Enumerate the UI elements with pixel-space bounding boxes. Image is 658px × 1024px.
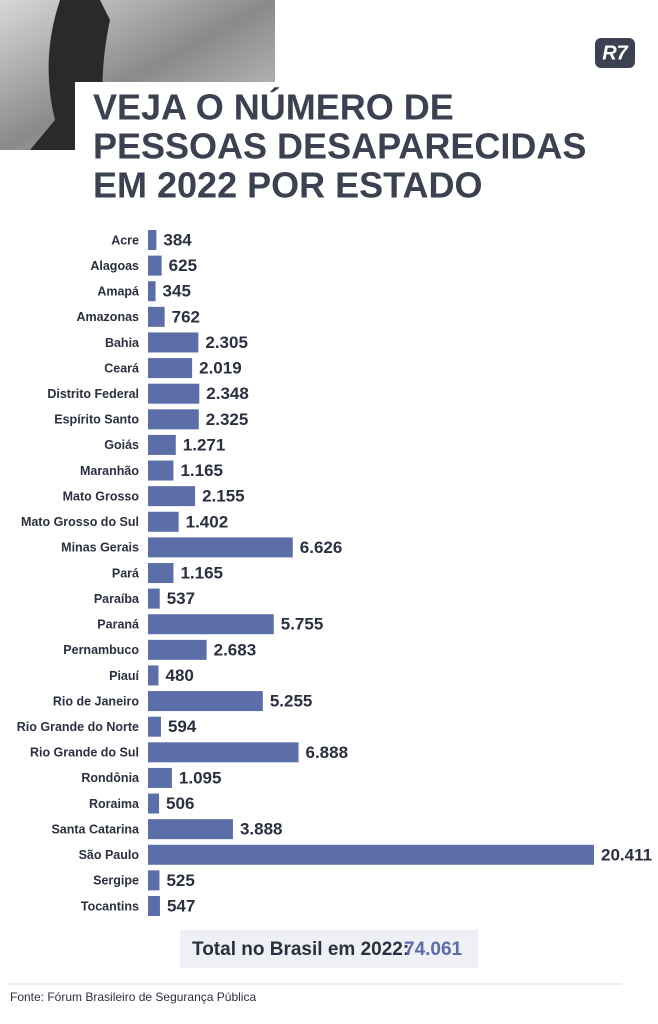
- value-label: 625: [169, 256, 197, 275]
- logo: R7: [602, 42, 628, 64]
- category-label: Distrito Federal: [47, 387, 139, 401]
- bar: [148, 383, 200, 404]
- bar: [148, 332, 199, 353]
- bar: [148, 716, 161, 737]
- value-label: 2.305: [205, 333, 248, 352]
- value-label: 1.402: [186, 512, 229, 531]
- bar: [148, 255, 162, 276]
- value-label: 1.271: [183, 435, 226, 454]
- value-label: 2.348: [206, 384, 249, 403]
- bar: [148, 793, 160, 814]
- title-line: VEJA O NÚMERO DE: [93, 86, 454, 128]
- category-label: Paraíba: [94, 592, 140, 606]
- value-label: 3.888: [240, 820, 283, 839]
- category-label: Mato Grosso do Sul: [21, 515, 139, 529]
- value-label: 525: [166, 871, 194, 890]
- category-label: Goiás: [104, 438, 139, 452]
- bar: [148, 819, 233, 840]
- category-label: Acre: [111, 233, 139, 247]
- bar: [148, 537, 293, 558]
- category-label: Roraima: [89, 797, 140, 811]
- value-label: 20.411: [601, 845, 652, 864]
- source: Fonte: Fórum Brasileiro de Segurança Púb…: [10, 990, 256, 1004]
- category-label: Rio Grande do Norte: [17, 720, 139, 734]
- total-value: 74.061: [404, 939, 463, 960]
- bar: [148, 460, 174, 481]
- value-label: 2.325: [206, 410, 249, 429]
- bar: [148, 691, 263, 712]
- bar: [148, 614, 274, 635]
- bar: [148, 409, 199, 430]
- bar: [148, 230, 157, 250]
- category-label: Ceará: [104, 361, 139, 375]
- value-label: 384: [163, 230, 192, 249]
- total-label: Total no Brasil em 2022:: [192, 939, 409, 960]
- category-label: Paraná: [97, 618, 139, 632]
- logo-badge: [595, 38, 635, 68]
- category-label: Espírito Santo: [54, 413, 139, 427]
- category-label: Sergipe: [93, 874, 139, 888]
- bar: [148, 281, 156, 302]
- category-label: Tocantins: [81, 899, 139, 913]
- value-label: 537: [167, 589, 195, 608]
- title-line: EM 2022 POR ESTADO: [93, 165, 482, 206]
- title-line: PESSOAS DESAPARECIDAS: [93, 126, 586, 167]
- category-label: Rio de Janeiro: [53, 694, 139, 708]
- value-label: 762: [172, 307, 200, 326]
- category-label: Amapá: [97, 285, 139, 299]
- bar: [148, 870, 160, 891]
- bar: [148, 306, 165, 327]
- bar: [148, 665, 159, 686]
- bar: [148, 844, 594, 865]
- bar: [148, 896, 160, 916]
- value-label: 547: [167, 896, 195, 915]
- category-label: Bahia: [105, 336, 140, 350]
- bar: [148, 486, 196, 507]
- value-label: 5.755: [281, 615, 324, 634]
- bar: [148, 563, 174, 583]
- bar: [148, 588, 160, 609]
- value-label: 480: [165, 666, 193, 685]
- bar: [148, 767, 172, 788]
- value-label: 345: [163, 282, 191, 301]
- value-label: 6.888: [306, 743, 349, 762]
- value-label: 2.683: [214, 640, 257, 659]
- category-label: Minas Gerais: [61, 541, 139, 555]
- bar: [148, 511, 179, 532]
- category-label: Mato Grosso: [63, 489, 140, 503]
- value-label: 1.165: [180, 563, 223, 582]
- value-label: 594: [168, 717, 197, 736]
- value-label: 1.095: [179, 768, 222, 787]
- category-label: Rio Grande do Sul: [30, 746, 139, 760]
- category-label: Maranhão: [80, 464, 139, 478]
- category-label: Rondônia: [81, 771, 140, 785]
- value-label: 2.155: [202, 487, 245, 506]
- value-label: 1.165: [180, 461, 223, 480]
- category-label: Alagoas: [90, 259, 139, 273]
- category-label: Piauí: [109, 669, 139, 683]
- category-label: São Paulo: [79, 848, 140, 862]
- value-label: 506: [166, 794, 194, 813]
- bar-chart: Acre 384 Alagoas 625 Amapá 345 Amazonas 762 Bahi…: [17, 230, 652, 916]
- total-box: [180, 930, 478, 968]
- value-label: 2.019: [199, 359, 242, 378]
- value-label: 6.626: [300, 538, 343, 557]
- category-label: Pernambuco: [63, 643, 139, 657]
- bar: [148, 639, 207, 660]
- title-panel: [75, 82, 658, 212]
- bar: [148, 742, 299, 763]
- category-label: Pará: [112, 566, 139, 580]
- bar: [148, 434, 176, 455]
- value-label: 5.255: [270, 692, 313, 711]
- category-label: Santa Catarina: [51, 822, 140, 836]
- bar: [148, 358, 193, 379]
- category-label: Amazonas: [76, 310, 139, 324]
